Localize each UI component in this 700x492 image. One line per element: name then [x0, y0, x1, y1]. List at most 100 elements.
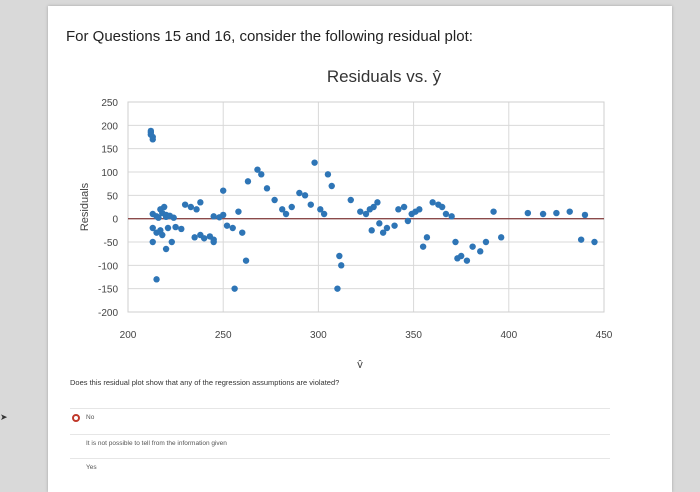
- option-yes[interactable]: Yes: [70, 458, 610, 479]
- data-point: [448, 213, 455, 220]
- data-point: [164, 224, 172, 232]
- data-point: [419, 243, 427, 250]
- residual-plot: Residuals vs. ŷ 250 200 150 100 50 0 -50 -100 -15…: [79, 67, 613, 368]
- data-point: [170, 214, 177, 221]
- data-point: [149, 224, 156, 232]
- data-point: [301, 192, 309, 199]
- x-tick-label: 400: [500, 330, 517, 341]
- data-point: [254, 166, 261, 173]
- y-axis-label: Residuals: [79, 182, 91, 231]
- data-point: [317, 206, 324, 213]
- data-point: [497, 234, 505, 241]
- data-point: [442, 210, 450, 218]
- data-point: [200, 235, 208, 242]
- data-point: [324, 171, 332, 178]
- data-point: [328, 182, 335, 190]
- data-point: [271, 196, 278, 204]
- data-point: [155, 214, 162, 221]
- data-point: [160, 203, 168, 211]
- data-point: [197, 199, 204, 206]
- data-point: [539, 210, 547, 218]
- question-prompt: Does this residual plot show that any of…: [70, 378, 340, 387]
- data-point: [187, 203, 195, 211]
- data-point: [482, 238, 490, 246]
- data-point: [279, 206, 286, 213]
- data-point: [553, 209, 560, 217]
- y-tick-label: 0: [112, 215, 118, 226]
- data-point: [391, 222, 398, 229]
- data-point: [242, 257, 250, 264]
- x-tick-label: 300: [310, 330, 327, 341]
- data-point: [159, 231, 166, 239]
- data-point: [376, 220, 383, 227]
- x-tick-label: 250: [215, 330, 232, 341]
- data-point: [153, 229, 160, 236]
- data-point: [149, 238, 156, 246]
- data-point: [404, 217, 412, 225]
- data-point: [338, 262, 345, 269]
- data-point: [172, 223, 179, 231]
- data-point: [490, 208, 497, 215]
- chart-title: Residuals vs. ŷ: [327, 67, 442, 86]
- data-point: [416, 206, 423, 213]
- y-tick-label: 200: [101, 121, 118, 132]
- data-point: [591, 238, 598, 246]
- data-point: [239, 229, 246, 236]
- data-point: [347, 196, 354, 204]
- option-no[interactable]: No: [70, 408, 610, 429]
- data-point: [463, 257, 471, 264]
- data-point: [181, 201, 189, 208]
- data-point: [452, 238, 459, 246]
- option-not-possible[interactable]: It is not possible to tell from the info…: [70, 434, 610, 455]
- data-point: [307, 201, 314, 208]
- data-point: [566, 208, 573, 215]
- y-tick-label: -50: [104, 238, 119, 249]
- data-point: [229, 224, 236, 232]
- data-point: [168, 238, 175, 246]
- data-point: [524, 209, 532, 217]
- data-point: [336, 252, 343, 260]
- question-text: For Questions 15 and 16, consider the fo…: [66, 28, 473, 45]
- data-point: [581, 211, 589, 219]
- data-point: [438, 203, 446, 211]
- data-point: [220, 211, 227, 219]
- data-point: [153, 276, 160, 283]
- y-tick-label: -150: [98, 285, 118, 296]
- x-tick-label: 450: [596, 330, 613, 341]
- data-point: [244, 178, 252, 185]
- data-point: [178, 225, 185, 233]
- option-label-not-possible: It is not possible to tell from the info…: [86, 440, 227, 447]
- data-point: [370, 203, 377, 211]
- data-point: [357, 208, 364, 215]
- option-label-no: No: [86, 414, 95, 421]
- option-label-yes: Yes: [86, 464, 97, 471]
- radio-selected-icon[interactable]: [72, 414, 80, 422]
- y-tick-label: 100: [101, 168, 118, 179]
- mouse-cursor-icon: ➤: [0, 412, 8, 422]
- data-point: [458, 252, 465, 260]
- data-point: [423, 234, 431, 241]
- data-point: [162, 245, 170, 253]
- y-tick-label: 250: [101, 98, 118, 109]
- x-tick-label: 350: [405, 330, 422, 341]
- data-point: [368, 227, 375, 234]
- data-point: [210, 236, 217, 243]
- data-point: [379, 229, 387, 236]
- data-point: [220, 187, 227, 194]
- plot-border: [127, 101, 605, 313]
- data-point: [362, 210, 370, 218]
- question-card: For Questions 15 and 16, consider the fo…: [48, 6, 672, 492]
- y-tick-label: 50: [107, 191, 119, 202]
- data-point: [395, 206, 402, 213]
- data-point: [147, 127, 155, 135]
- y-tick-label: -200: [98, 308, 118, 319]
- data-point: [477, 248, 484, 255]
- data-point: [383, 224, 391, 232]
- x-tick-label: 200: [120, 330, 137, 341]
- data-point: [400, 203, 408, 211]
- data-point: [149, 136, 156, 143]
- data-point: [258, 171, 265, 178]
- data-point: [231, 285, 238, 292]
- data-point: [311, 159, 318, 166]
- data-point: [263, 185, 271, 192]
